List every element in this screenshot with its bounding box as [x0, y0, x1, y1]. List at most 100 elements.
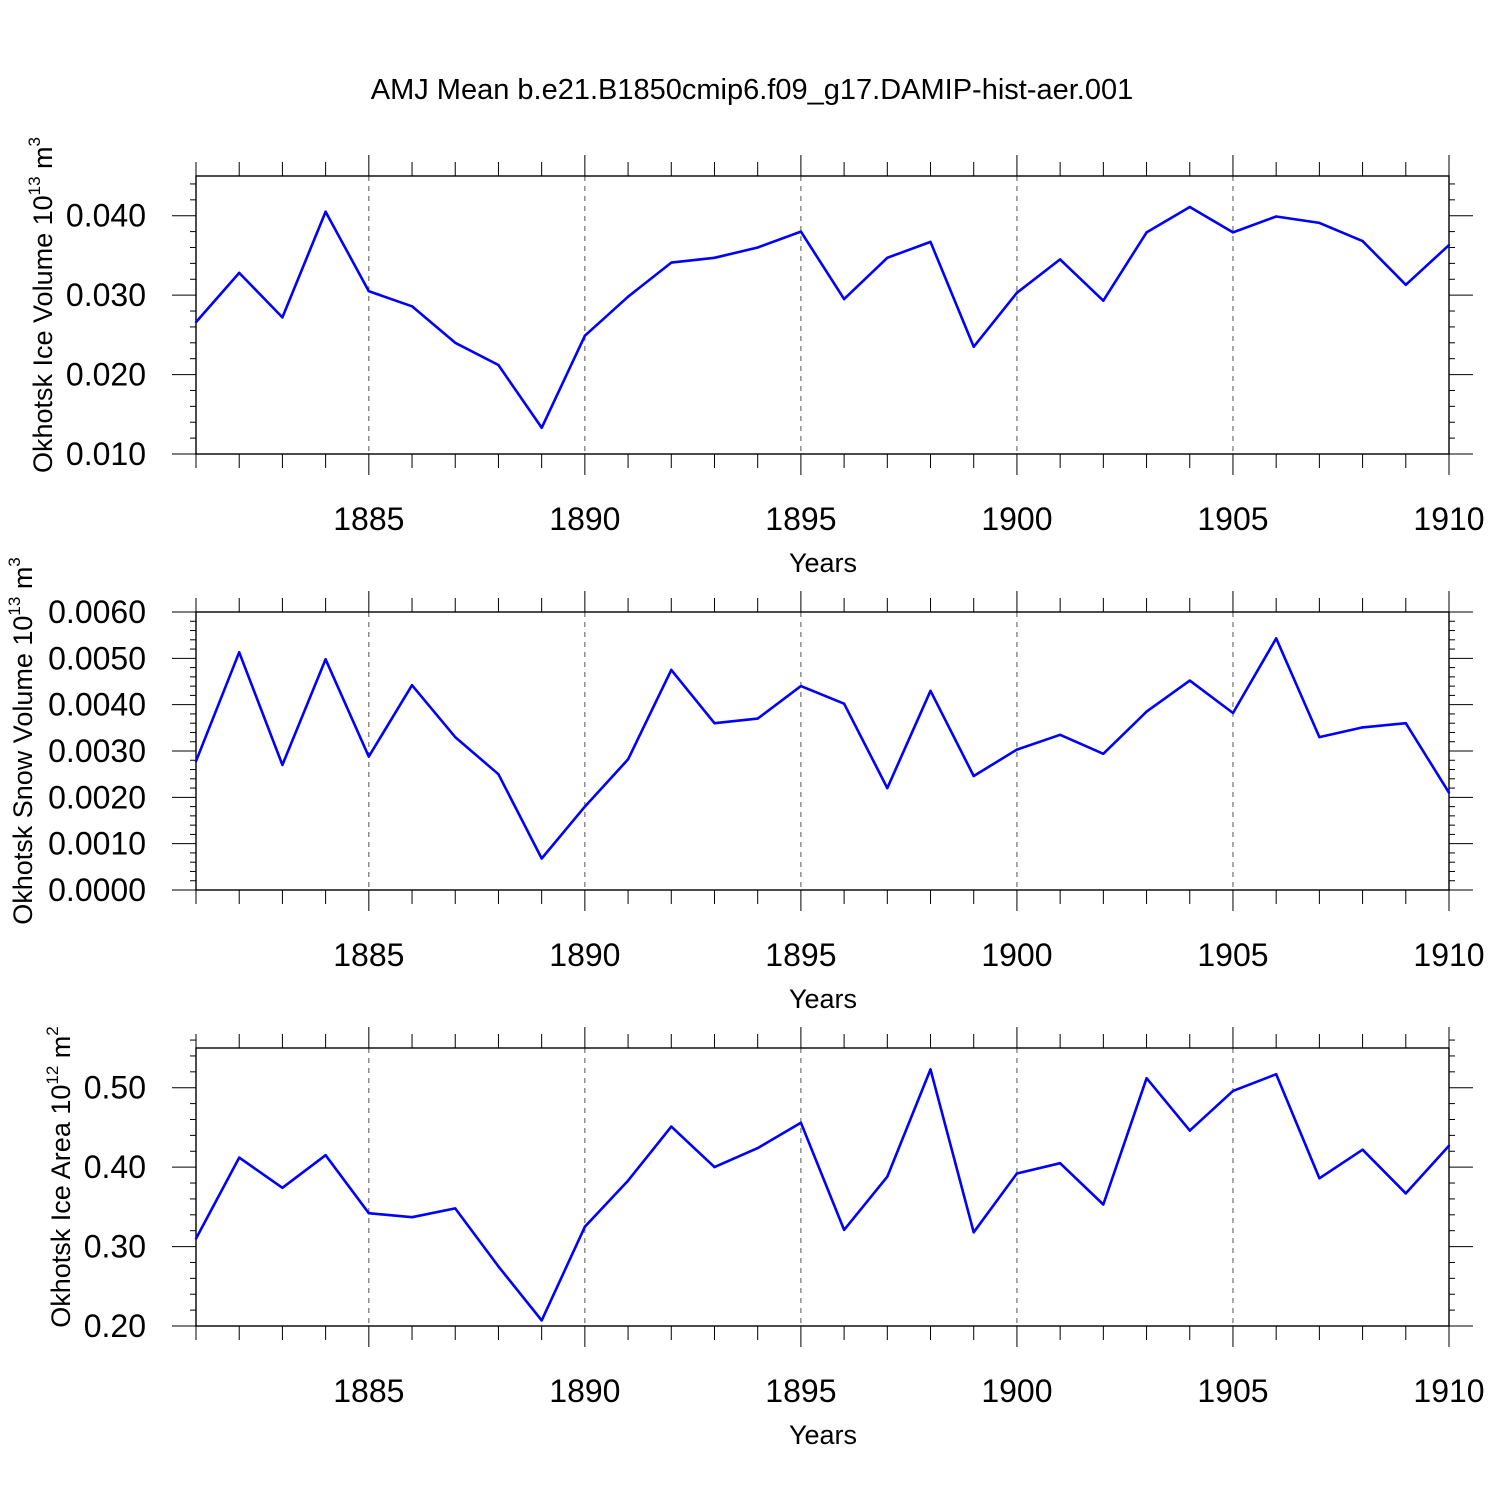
x-tick-label: 1885: [333, 501, 404, 537]
y-tick-label: 0.0040: [48, 687, 146, 723]
x-axis-label: Years: [789, 984, 857, 1014]
data-point-1898: [929, 1068, 932, 1071]
y-axis-label-unit: m: [8, 567, 38, 597]
data-point-1896: [842, 1228, 846, 1232]
data-point-1893: [713, 1165, 716, 1169]
y-axis-label-unit-exponent: 3: [25, 137, 44, 146]
data-point-1886: [410, 684, 414, 687]
y-tick-label: 0.020: [66, 357, 146, 393]
data-point-1904: [1188, 1129, 1191, 1132]
data-point-1908: [1361, 239, 1364, 243]
data-point-1896: [842, 702, 846, 705]
series-line-snow-volume: [194, 637, 1451, 860]
data-point-1908: [1361, 726, 1364, 729]
data-point-1897: [886, 1175, 889, 1178]
data-point-1909: [1404, 283, 1407, 287]
y-tick-label: 0.50: [84, 1070, 146, 1106]
x-tick-label: 1895: [765, 937, 836, 973]
y-axis-label-text: Okhotsk Ice Volume 10: [28, 195, 58, 473]
data-point-1908: [1361, 1148, 1364, 1151]
y-tick-label: 0.0020: [48, 779, 146, 815]
data-point-1882: [238, 651, 241, 654]
y-tick-label: 0.0060: [48, 594, 146, 630]
data-point-1887: [454, 735, 457, 739]
data-point-1903: [1145, 231, 1148, 234]
data-point-1890: [583, 805, 587, 808]
data-point-1902: [1102, 752, 1105, 755]
plot-frame: [195, 175, 1450, 455]
x-tick-label: 1900: [981, 937, 1052, 973]
x-tick-label: 1890: [549, 501, 620, 537]
y-tick-label: 0.30: [84, 1229, 146, 1265]
data-point-1892: [670, 668, 673, 672]
data-point-1893: [713, 256, 716, 260]
data-point-1902: [1102, 299, 1105, 302]
data-point-1901: [1058, 1161, 1062, 1165]
y-axis-label-exponent: 13: [25, 176, 44, 195]
data-point-1905: [1231, 1089, 1235, 1093]
y-axis-label-text: Okhotsk Ice Area 10: [46, 1085, 76, 1328]
series-line-ice-area: [194, 1068, 1450, 1322]
y-tick-label: 0.40: [84, 1149, 146, 1185]
data-point-1897: [886, 256, 889, 260]
data-point-1893: [713, 722, 716, 725]
data-point-1910: [1447, 791, 1451, 794]
data-point-1894: [756, 717, 759, 720]
x-tick-label: 1910: [1413, 1373, 1484, 1409]
data-point-1885: [367, 289, 371, 293]
x-tick-label: 1900: [981, 1373, 1052, 1409]
data-point-1895: [799, 230, 803, 233]
data-point-1885: [367, 755, 371, 758]
data-point-1885: [367, 1212, 371, 1215]
y-axis-label-unit-exponent: 2: [43, 1026, 62, 1035]
data-point-1892: [670, 261, 673, 264]
data-point-1896: [842, 297, 846, 301]
x-tick-label: 1895: [765, 501, 836, 537]
data-point-1909: [1404, 1192, 1407, 1195]
data-point-1900: [1015, 1172, 1019, 1175]
data-point-1888: [497, 363, 500, 367]
data-point-1884: [324, 658, 327, 661]
data-point-1910: [1447, 1144, 1451, 1147]
y-tick-label: 0.0050: [48, 640, 146, 676]
data-point-1899: [972, 1231, 975, 1234]
chart-title: AMJ Mean b.e21.B1850cmip6.f09_g17.DAMIP-…: [371, 74, 1133, 106]
data-point-1884: [324, 210, 327, 213]
data-point-1899: [972, 345, 975, 348]
y-axis-label-exponent: 12: [43, 1066, 62, 1085]
data-point-1904: [1188, 205, 1191, 209]
data-point-1907: [1318, 735, 1321, 739]
data-point-1899: [972, 774, 975, 778]
data-point-1898: [929, 240, 932, 244]
y-axis-label: Okhotsk Ice Volume 1013 m3: [25, 137, 58, 473]
x-axis-label: Years: [789, 1420, 857, 1450]
y-tick-label: 0.040: [66, 198, 146, 234]
data-point-1882: [238, 1156, 241, 1159]
data-point-1905: [1231, 711, 1235, 715]
data-point-1889: [540, 1319, 543, 1322]
data-point-1889: [540, 426, 543, 429]
x-tick-label: 1885: [333, 937, 404, 973]
data-point-1907: [1318, 1177, 1321, 1180]
y-tick-label: 0.0000: [48, 872, 146, 908]
data-point-1883: [281, 316, 284, 319]
data-point-1888: [497, 1265, 500, 1268]
plot-frame: [195, 1047, 1450, 1327]
y-axis-label-unit: m: [46, 1036, 76, 1066]
data-point-1889: [540, 857, 543, 860]
x-tick-label: 1905: [1197, 501, 1268, 537]
data-point-1883: [281, 1186, 284, 1189]
data-point-1887: [454, 1207, 457, 1210]
data-point-1907: [1318, 221, 1321, 225]
data-point-1906: [1274, 637, 1278, 640]
y-axis-label-exponent: 13: [5, 597, 24, 616]
y-tick-label: 0.010: [66, 436, 146, 472]
data-point-1881: [194, 1237, 198, 1240]
data-point-1884: [324, 1154, 327, 1157]
plot-frame: [195, 611, 1450, 891]
y-axis-label-unit-exponent: 3: [5, 557, 24, 566]
data-point-1888: [497, 772, 500, 776]
panels: 0.010 0.020 0.030 0.040 1885 1890 1895 1900 1905…: [5, 137, 1485, 1450]
y-tick-label: 0.20: [84, 1308, 146, 1344]
data-point-1910: [1447, 243, 1451, 247]
